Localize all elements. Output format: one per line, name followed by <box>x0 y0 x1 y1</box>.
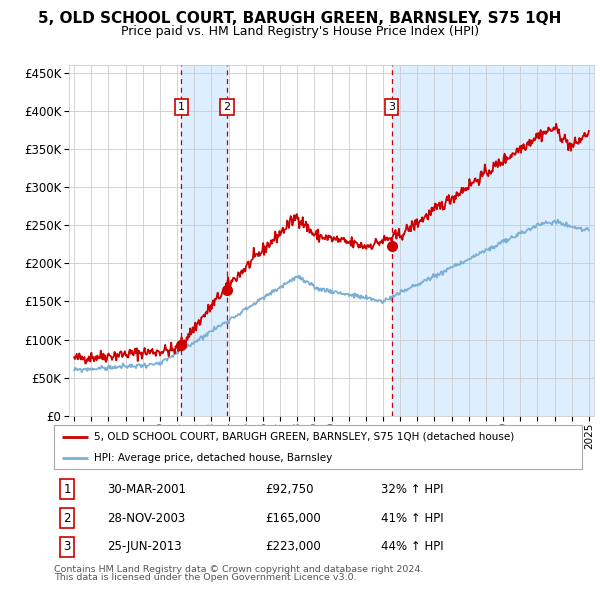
Text: 1: 1 <box>178 102 185 112</box>
Text: 32% ↑ HPI: 32% ↑ HPI <box>382 483 444 496</box>
Text: 44% ↑ HPI: 44% ↑ HPI <box>382 540 444 553</box>
Bar <box>392 65 594 416</box>
Text: £92,750: £92,750 <box>265 483 314 496</box>
Text: 41% ↑ HPI: 41% ↑ HPI <box>382 512 444 525</box>
Text: 1: 1 <box>64 483 71 496</box>
Text: HPI: Average price, detached house, Barnsley: HPI: Average price, detached house, Barn… <box>94 453 332 463</box>
Text: Contains HM Land Registry data © Crown copyright and database right 2024.: Contains HM Land Registry data © Crown c… <box>54 565 424 573</box>
Text: 2: 2 <box>223 102 230 112</box>
Text: This data is licensed under the Open Government Licence v3.0.: This data is licensed under the Open Gov… <box>54 573 356 582</box>
Text: £223,000: £223,000 <box>265 540 321 553</box>
Text: 5, OLD SCHOOL COURT, BARUGH GREEN, BARNSLEY, S75 1QH: 5, OLD SCHOOL COURT, BARUGH GREEN, BARNS… <box>38 11 562 25</box>
Bar <box>181 65 227 416</box>
Text: 5, OLD SCHOOL COURT, BARUGH GREEN, BARNSLEY, S75 1QH (detached house): 5, OLD SCHOOL COURT, BARUGH GREEN, BARNS… <box>94 432 514 442</box>
Text: 28-NOV-2003: 28-NOV-2003 <box>107 512 185 525</box>
Text: Price paid vs. HM Land Registry's House Price Index (HPI): Price paid vs. HM Land Registry's House … <box>121 25 479 38</box>
Text: 3: 3 <box>388 102 395 112</box>
Text: 30-MAR-2001: 30-MAR-2001 <box>107 483 186 496</box>
Text: £165,000: £165,000 <box>265 512 321 525</box>
Text: 25-JUN-2013: 25-JUN-2013 <box>107 540 181 553</box>
Text: 3: 3 <box>64 540 71 553</box>
Text: 2: 2 <box>64 512 71 525</box>
